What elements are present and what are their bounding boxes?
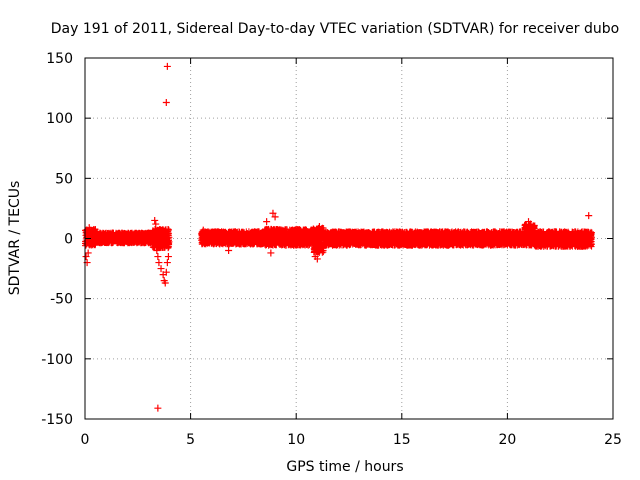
data-point [164,253,172,261]
y-tick-label: 0 [64,232,73,248]
y-tick-label: 150 [46,51,73,67]
x-tick-label: 5 [186,432,195,448]
y-tick-label: -100 [41,352,73,368]
data-point [527,220,535,228]
y-tick-label: -50 [50,292,73,308]
y-axis-label: SDTVAR / TECUs [7,181,23,296]
y-tick-label: 50 [55,171,73,187]
data-point [155,259,163,267]
data-point [84,249,92,257]
data-point [82,253,90,261]
x-tick-label: 15 [393,432,411,448]
data-point [86,226,94,234]
data-point [154,253,162,261]
data-point [162,99,170,107]
axis-ticks: 0 5 10 15 20 25 -150 -100 -50 0 50 100 150 [41,51,622,448]
data-point [315,222,323,230]
data-point [154,404,162,412]
data-point [269,209,277,217]
data-point [569,228,577,236]
data-point [161,279,169,287]
data-point [163,259,171,267]
x-tick-label: 0 [81,432,90,448]
data-point [271,213,279,221]
data-point [153,247,161,255]
chart-title: Day 191 of 2011, Sidereal Day-to-day VTE… [51,21,619,37]
x-axis-label: GPS time / hours [286,459,403,475]
data-point [151,216,159,224]
gridlines [85,58,613,419]
data-point [157,265,165,273]
data-point [225,247,233,255]
data-point [199,226,207,234]
x-tick-label: 25 [604,432,622,448]
data-point [163,62,171,70]
data-point [585,212,593,220]
data-point [313,255,321,263]
data-point [263,218,271,226]
data-points [82,62,595,412]
data-point [152,220,160,228]
data-point [162,268,170,276]
x-tick-label: 10 [287,432,305,448]
data-point [267,249,275,257]
y-tick-label: -150 [41,412,73,428]
y-tick-label: 100 [46,111,73,127]
x-tick-label: 20 [498,432,516,448]
